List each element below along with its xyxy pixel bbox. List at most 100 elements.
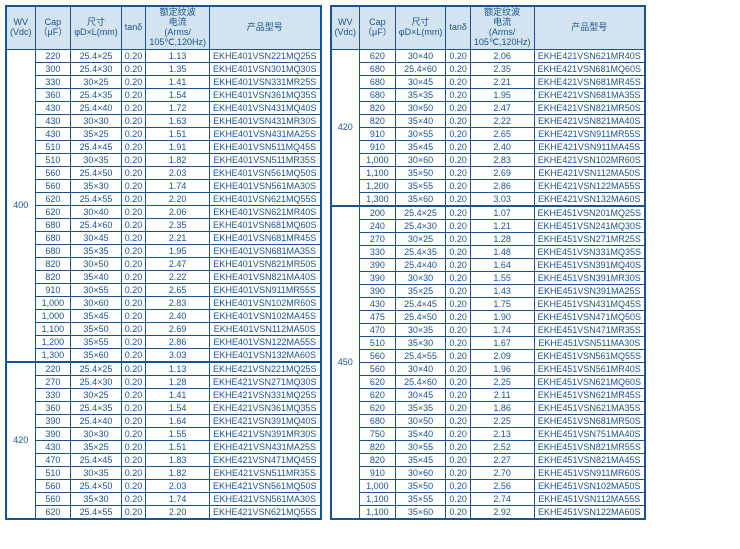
- cap-cell: 1,100: [360, 166, 396, 179]
- tan-cell: 0.20: [446, 336, 471, 349]
- cap-cell: 820: [360, 440, 396, 453]
- ripple-cell: 1.82: [146, 466, 210, 479]
- cap-cell: 620: [360, 401, 396, 414]
- col-header: 尺寸φD×L(mm): [71, 6, 122, 49]
- table-row: 82030×500.202.47EKHE421VSN821MR50S: [331, 101, 646, 114]
- size-cell: 25.4×25: [395, 206, 446, 220]
- size-cell: 25.4×45: [395, 297, 446, 310]
- cap-cell: 510: [35, 466, 71, 479]
- table-row: 68025.4×600.202.35EKHE421VSN681MQ60S: [331, 62, 646, 75]
- ripple-cell: 1.13: [146, 362, 210, 376]
- ripple-cell: 1.74: [146, 492, 210, 505]
- table-row: 1,10035×550.202.74EKHE451VSN112MA55S: [331, 492, 646, 505]
- size-cell: 30×25: [71, 75, 122, 88]
- tan-cell: 0.20: [446, 75, 471, 88]
- col-header: 产品型号: [209, 6, 320, 49]
- size-cell: 25.4×45: [71, 453, 122, 466]
- cap-cell: 620: [35, 192, 71, 205]
- cap-cell: 390: [360, 258, 396, 271]
- model-cell: EKHE401VSN112MA50S: [209, 322, 320, 335]
- model-cell: EKHE401VSN431MQ40S: [209, 101, 320, 114]
- ripple-cell: 2.40: [146, 309, 210, 322]
- ripple-cell: 2.03: [146, 166, 210, 179]
- size-cell: 35×35: [395, 88, 446, 101]
- cap-cell: 360: [35, 401, 71, 414]
- size-cell: 35×40: [395, 427, 446, 440]
- tan-cell: 0.20: [121, 218, 146, 231]
- cap-cell: 560: [360, 362, 396, 375]
- ripple-cell: 1.28: [470, 232, 534, 245]
- table-row: 43030×300.201.63EKHE401VSN431MR30S: [6, 114, 321, 127]
- cap-cell: 240: [360, 219, 396, 232]
- size-cell: 35×35: [395, 401, 446, 414]
- model-cell: EKHE401VSN621MR40S: [209, 205, 320, 218]
- model-cell: EKHE401VSN561MA30S: [209, 179, 320, 192]
- model-cell: EKHE401VSN511MR35S: [209, 153, 320, 166]
- cap-cell: 1,100: [360, 505, 396, 519]
- tan-cell: 0.20: [446, 219, 471, 232]
- ripple-cell: 2.21: [470, 75, 534, 88]
- cap-cell: 430: [35, 101, 71, 114]
- tan-cell: 0.20: [121, 466, 146, 479]
- model-cell: EKHE451VSN561MQ55S: [534, 349, 645, 362]
- table-row: 45020025.4×250.201.07EKHE451VSN201MQ25S: [331, 206, 646, 220]
- ripple-cell: 2.83: [146, 296, 210, 309]
- tan-cell: 0.20: [121, 296, 146, 309]
- tan-cell: 0.20: [121, 492, 146, 505]
- model-cell: EKHE421VSN431MA25S: [209, 440, 320, 453]
- table-row: 39035×250.201.43EKHE451VSN391MA25S: [331, 284, 646, 297]
- model-cell: EKHE401VSN511MQ45S: [209, 140, 320, 153]
- ripple-cell: 2.20: [146, 505, 210, 519]
- table-row: 91035×450.202.40EKHE421VSN911MA45S: [331, 140, 646, 153]
- table-row: 27030×250.201.28EKHE451VSN271MR25S: [331, 232, 646, 245]
- table-row: 51035×300.201.67EKHE451VSN511MA30S: [331, 336, 646, 349]
- model-cell: EKHE451VSN271MR25S: [534, 232, 645, 245]
- size-cell: 35×55: [395, 492, 446, 505]
- size-cell: 25.4×55: [395, 349, 446, 362]
- table-row: 68035×350.201.95EKHE401VSN681MA35S: [6, 244, 321, 257]
- size-cell: 25.4×40: [395, 258, 446, 271]
- tan-cell: 0.20: [121, 440, 146, 453]
- model-cell: EKHE421VSN132MA60S: [534, 192, 645, 206]
- size-cell: 35×25: [395, 284, 446, 297]
- table-row: 1,10035×600.202.92EKHE451VSN122MA60S: [331, 505, 646, 519]
- model-cell: EKHE401VSN681MQ60S: [209, 218, 320, 231]
- size-cell: 25.4×25: [71, 49, 122, 62]
- table-row: 68030×450.202.21EKHE421VSN681MR45S: [331, 75, 646, 88]
- size-cell: 30×60: [71, 296, 122, 309]
- model-cell: EKHE421VSN681MR45S: [534, 75, 645, 88]
- cap-cell: 470: [35, 453, 71, 466]
- ripple-cell: 1.72: [146, 101, 210, 114]
- size-cell: 30×50: [395, 101, 446, 114]
- cap-cell: 820: [35, 270, 71, 283]
- tan-cell: 0.20: [446, 232, 471, 245]
- cap-cell: 560: [35, 479, 71, 492]
- tan-cell: 0.20: [121, 270, 146, 283]
- cap-cell: 390: [35, 414, 71, 427]
- table-row: 47025.4×450.201.83EKHE421VSN471MQ45S: [6, 453, 321, 466]
- table-row: 68030×500.202.25EKHE451VSN681MR50S: [331, 414, 646, 427]
- table-row: 68030×450.202.21EKHE401VSN681MR45S: [6, 231, 321, 244]
- cap-cell: 510: [35, 153, 71, 166]
- size-cell: 35×30: [395, 336, 446, 349]
- table-row: 43035×250.201.51EKHE421VSN431MA25S: [6, 440, 321, 453]
- ripple-cell: 1.48: [470, 245, 534, 258]
- tan-cell: 0.20: [121, 62, 146, 75]
- size-cell: 25.4×35: [395, 245, 446, 258]
- cap-cell: 680: [35, 218, 71, 231]
- ripple-cell: 1.55: [146, 427, 210, 440]
- table-row: 1,00030×600.202.83EKHE421VSN102MR60S: [331, 153, 646, 166]
- table-row: 33025.4×350.201.48EKHE451VSN331MQ35S: [331, 245, 646, 258]
- ripple-cell: 2.65: [146, 283, 210, 296]
- tan-cell: 0.20: [121, 179, 146, 192]
- size-cell: 25.4×40: [71, 414, 122, 427]
- size-cell: 30×30: [71, 114, 122, 127]
- ripple-cell: 2.92: [470, 505, 534, 519]
- table-row: 68025.4×600.202.35EKHE401VSN681MQ60S: [6, 218, 321, 231]
- size-cell: 25.4×60: [395, 62, 446, 75]
- ripple-cell: 2.47: [470, 101, 534, 114]
- ripple-cell: 2.25: [470, 414, 534, 427]
- size-cell: 35×60: [395, 192, 446, 206]
- cap-cell: 680: [35, 244, 71, 257]
- size-cell: 30×30: [71, 427, 122, 440]
